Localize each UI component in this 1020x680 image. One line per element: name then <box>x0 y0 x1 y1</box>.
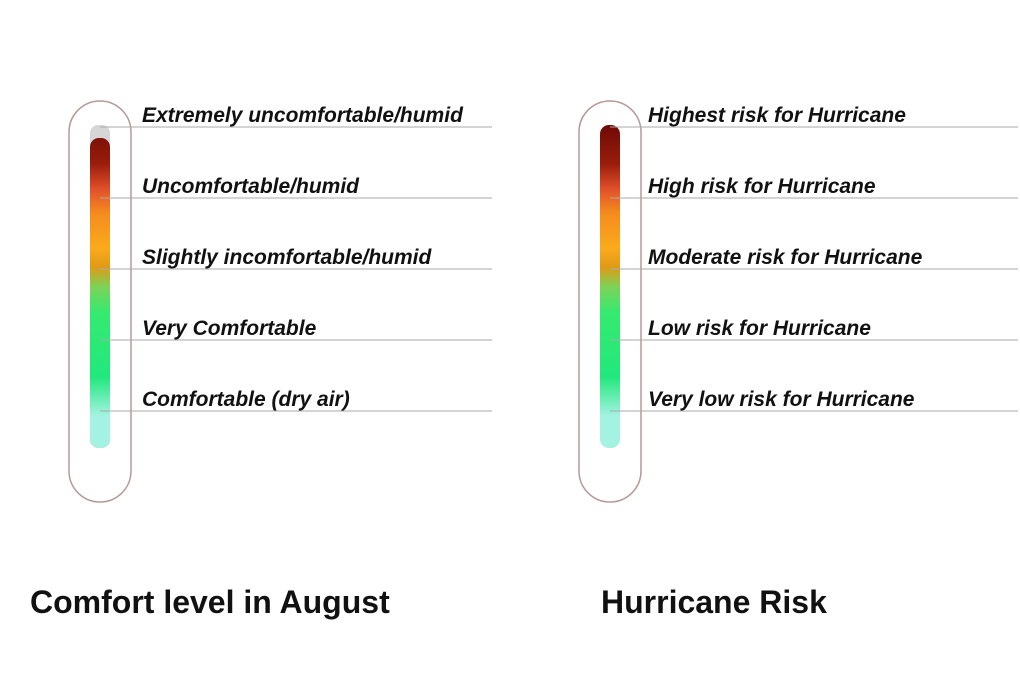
level-label: Moderate risk for Hurricane <box>648 246 923 269</box>
gauge <box>578 100 642 503</box>
gauge-fill <box>600 125 620 448</box>
level-label: Low risk for Hurricane <box>648 317 871 340</box>
level-label: Very Comfortable <box>142 317 317 340</box>
gauge-frame <box>68 100 132 503</box>
level-label: Highest risk for Hurricane <box>648 104 906 127</box>
level-label: High risk for Hurricane <box>648 175 876 198</box>
level-label: Extremely uncomfortable/humid <box>142 104 464 127</box>
gauge-title: Comfort level in August <box>30 584 390 620</box>
gauge-fill <box>90 138 110 448</box>
gauge-frame <box>578 100 642 503</box>
gauge-title: Hurricane Risk <box>601 584 827 620</box>
level-label: Uncomfortable/humid <box>142 175 360 198</box>
gauge <box>68 100 132 503</box>
level-label: Slightly incomfortable/humid <box>142 246 433 269</box>
level-label: Very low risk for Hurricane <box>648 388 915 411</box>
level-label: Comfortable (dry air) <box>142 388 350 411</box>
